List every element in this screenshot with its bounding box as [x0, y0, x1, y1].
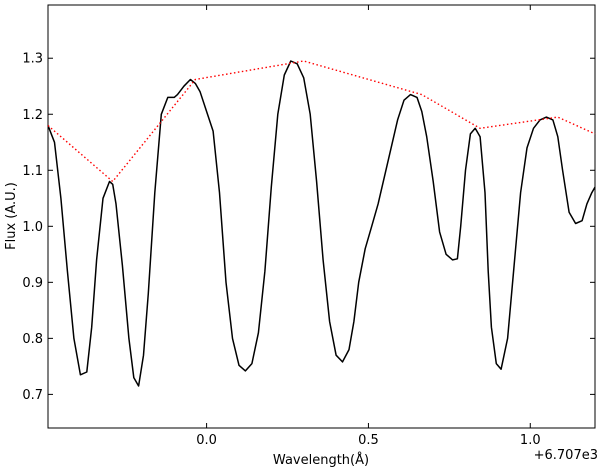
- flux-spectrum-line: [47, 60, 596, 387]
- plot-frame: [47, 4, 596, 429]
- y-tick-label: 0.8: [22, 332, 43, 347]
- y-tick-label: 1.0: [22, 220, 43, 235]
- y-tick-label: 1.3: [22, 52, 43, 67]
- x-offset-label: +6.707e3: [534, 448, 598, 463]
- y-tick-label: 1.2: [22, 108, 43, 123]
- tick-layer: 0.0 0.5 1.0 0.7 0.8 0.9 1.0 1.1 1.2 1.3: [22, 5, 595, 448]
- x-tick-label: 1.0: [520, 433, 541, 448]
- x-tick-label: 0.5: [358, 433, 379, 448]
- y-tick-label: 0.7: [22, 388, 43, 403]
- y-tick-label: 1.1: [22, 164, 43, 179]
- continuum-envelope-line: [47, 60, 596, 183]
- x-tick-label: 0.0: [196, 433, 217, 448]
- series-layer: [47, 60, 596, 387]
- y-tick-label: 0.9: [22, 276, 43, 291]
- x-axis-title: Wavelength(Å): [273, 452, 369, 468]
- y-axis-title: Flux (A.U.): [4, 182, 19, 250]
